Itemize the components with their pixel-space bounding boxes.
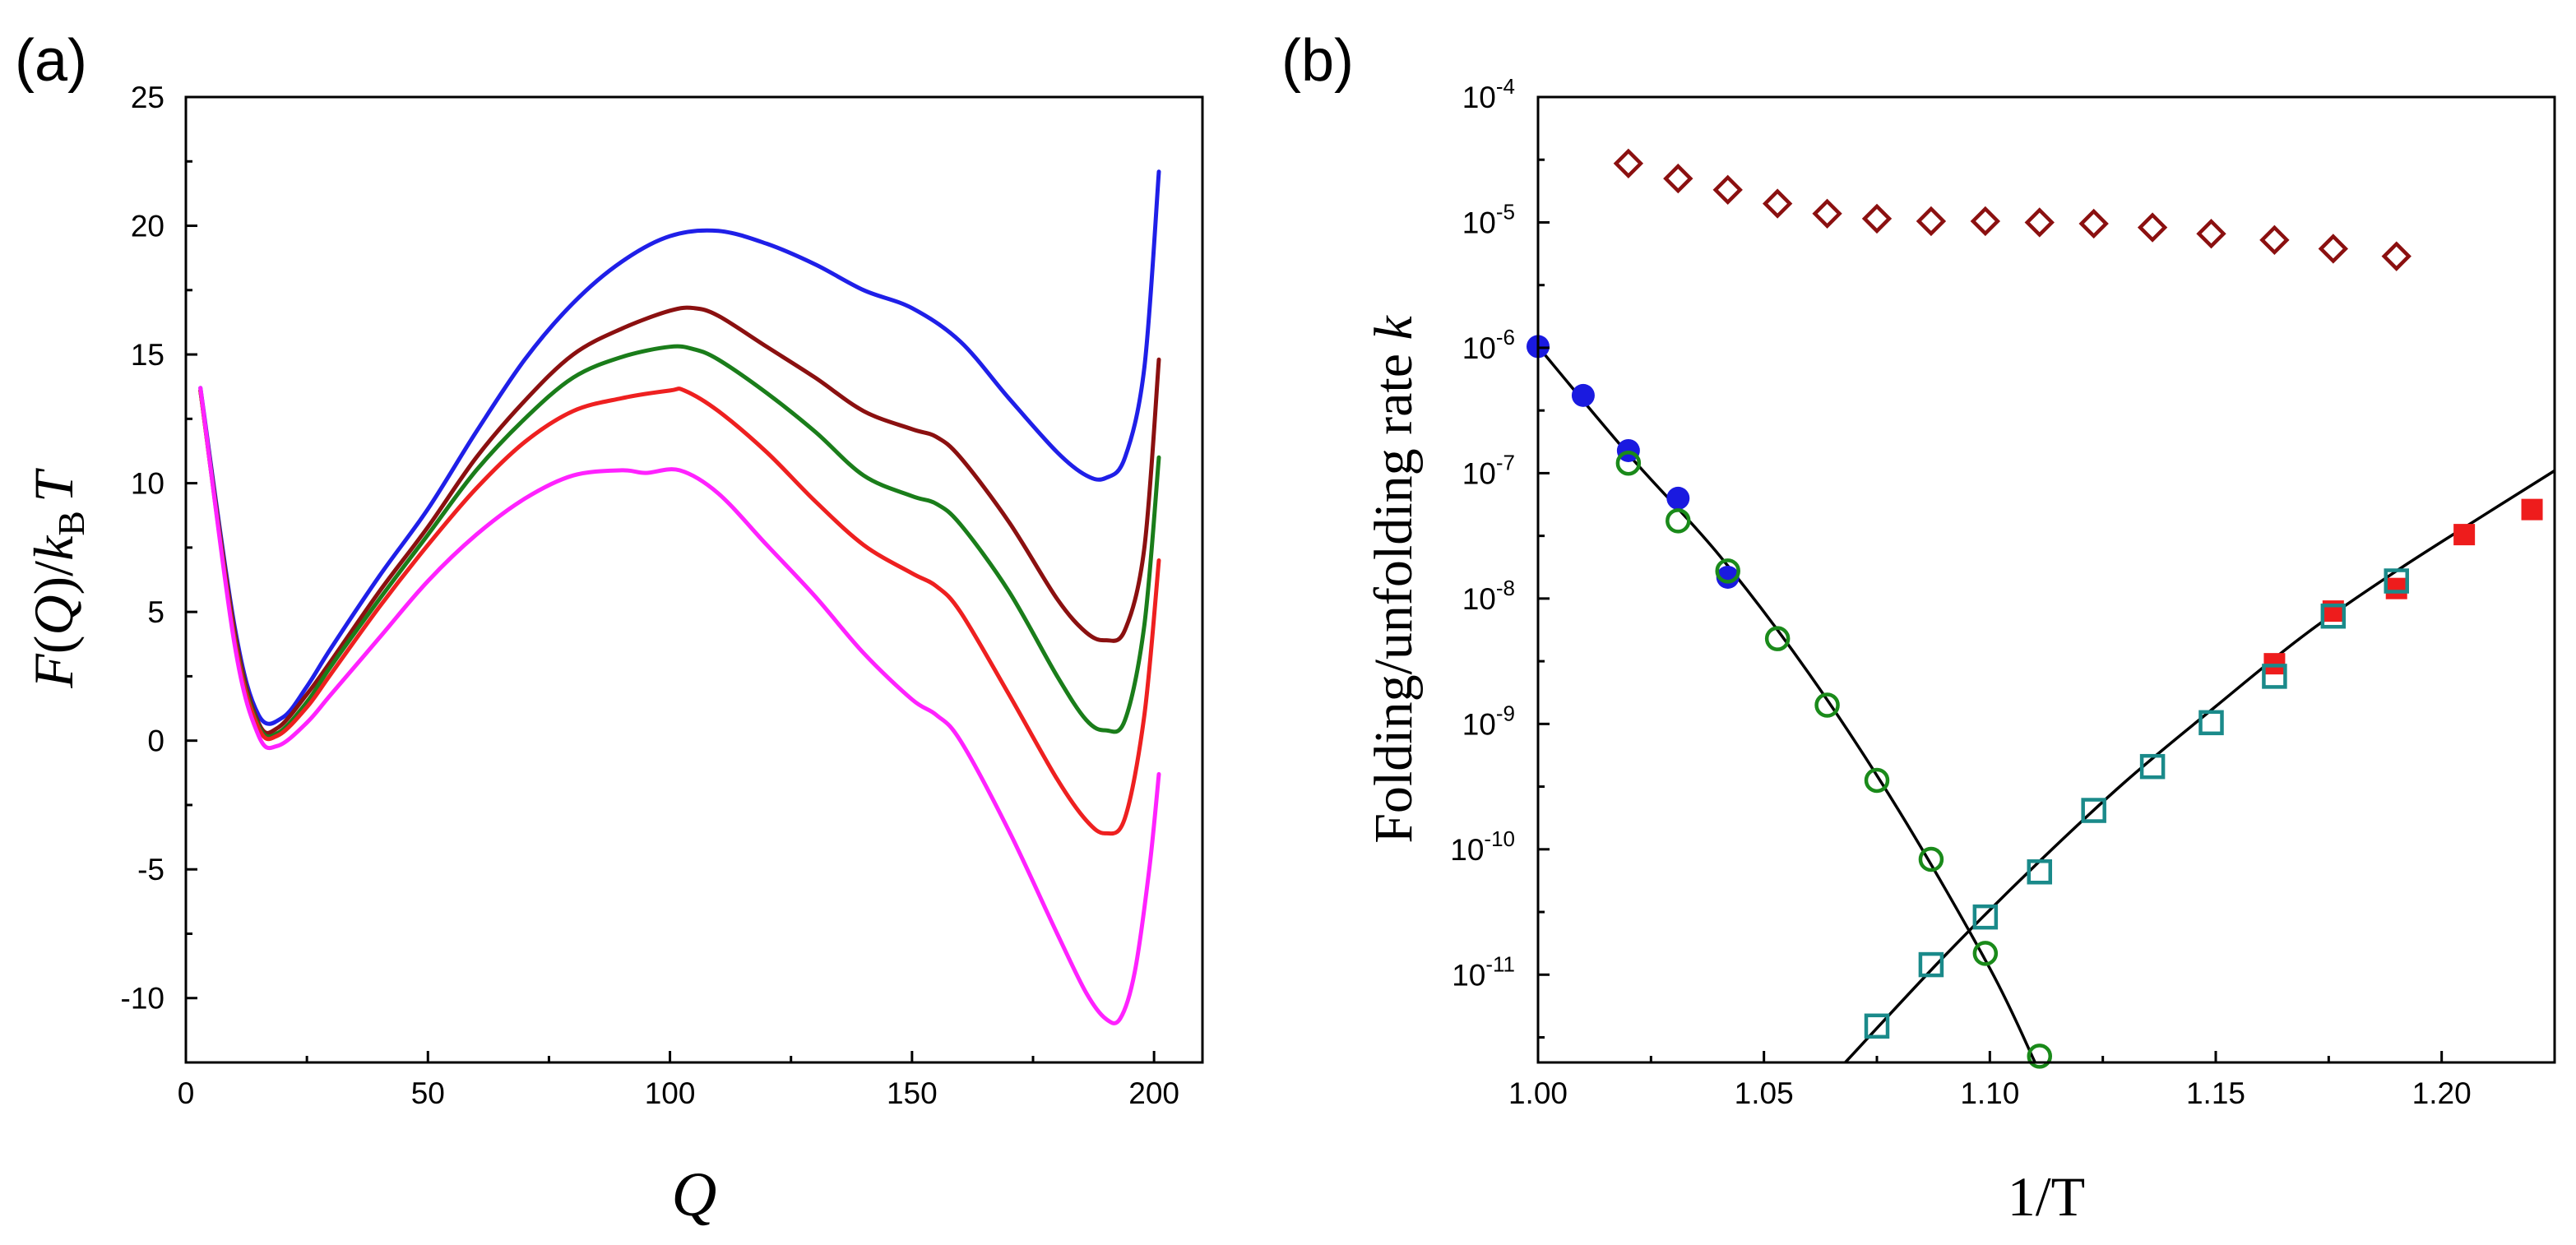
x-tick-label: 200: [1128, 1076, 1179, 1110]
panel-a-curve-darkred: [198, 305, 1161, 735]
marker-square-open: [1864, 1013, 1890, 1039]
x-tick-label: 1.05: [1735, 1076, 1794, 1110]
marker-diamond-open: [1812, 198, 1842, 229]
marker-square-open: [2262, 664, 2287, 689]
marker-circle-open: [2027, 1044, 2053, 1069]
panel-a-x-axis-title: Q: [672, 1160, 717, 1229]
marker-square-open: [2081, 798, 2106, 823]
marker-circle-open: [1918, 846, 1944, 872]
marker-square-open: [2139, 753, 2166, 780]
panel-b-series: [1527, 148, 2543, 1069]
marker-diamond-open: [1861, 203, 1893, 234]
marker-circle-filled: [1571, 383, 1595, 407]
x-tick-label: 1.00: [1508, 1076, 1568, 1110]
panel-a-series: [198, 169, 1161, 1025]
panel-b-folding-fit: [1538, 345, 2036, 1062]
x-tick-label: 150: [887, 1076, 938, 1110]
y-tick-label: 10-6: [1462, 325, 1515, 365]
marker-diamond-open: [2024, 207, 2055, 238]
x-tick-label: 0: [178, 1076, 195, 1110]
y-tick-label: 10-4: [1462, 74, 1515, 114]
y-tick-label: 15: [131, 338, 164, 372]
marker-diamond-open: [2078, 208, 2109, 239]
panel-b-y-ticks: 10-4 10-5 10-6 10-7 10-8 10-9 10-10 10-11: [1450, 74, 1550, 1039]
panel-a-curve-green: [198, 344, 1161, 739]
panel-a-x-ticks: 0 50 100 150 200: [178, 1051, 1179, 1110]
panel-b-frame: [1536, 95, 2556, 1064]
panel-a-y-ticks: -10 -5 0 5 10 15 20 25: [121, 81, 197, 1064]
marker-diamond-open: [1970, 206, 2001, 237]
x-tick-label: 1.20: [2412, 1076, 2472, 1110]
marker-circle-open: [1814, 692, 1840, 718]
marker-diamond-open: [2137, 212, 2168, 243]
marker-square-open: [1918, 951, 1944, 978]
marker-square-open: [1972, 904, 1999, 930]
panel-a-y-axis-title: F(Q)/kBT: [22, 468, 92, 689]
marker-circle-open: [1666, 508, 1691, 534]
y-tick-label: 5: [147, 595, 164, 629]
x-tick-label: 50: [411, 1076, 445, 1110]
y-tick-label: 10-10: [1450, 826, 1515, 867]
panel-b-fit-lines: [1538, 345, 2555, 1062]
panel-a-frame: [184, 95, 1204, 1064]
y-tick-label: 0: [147, 724, 164, 758]
marker-diamond-open: [1916, 206, 1947, 237]
x-tick-label: 1.15: [2186, 1076, 2245, 1110]
panel-label-b: (b): [1281, 28, 1354, 94]
marker-diamond-open: [2196, 219, 2226, 249]
marker-square-open: [2320, 603, 2347, 629]
y-tick-label: 10-8: [1462, 576, 1515, 616]
panel-b: (b) 1.00 1.05 1.10 1.15 1.20 10-410-510-610-…: [1281, 28, 2556, 1228]
x-tick-label: 100: [645, 1076, 696, 1110]
marker-circle-filled: [1666, 486, 1690, 510]
marker-diamond-open: [2259, 224, 2290, 255]
marker-square-filled: [2385, 577, 2407, 599]
panel-a: (a) 0 50 100 150 200 -10 -5 0 5 10 15 20 25 Q F(Q)/…: [15, 28, 1204, 1229]
panel-b-x-ticks: 1.00 1.05 1.10 1.15 1.20: [1508, 1051, 2556, 1110]
y-tick-label: 10: [131, 467, 164, 501]
x-tick-label: 1.10: [1960, 1076, 2019, 1110]
panel-a-curve-blue: [198, 169, 1161, 726]
marker-diamond-open: [1613, 148, 1644, 178]
panel-label-a: (a): [15, 28, 87, 94]
y-tick-label: -10: [121, 982, 164, 1016]
marker-circle-open: [1864, 767, 1890, 794]
panel-a-curve-magenta: [198, 386, 1161, 1025]
panel-b-y-axis-title: Folding/unfolding rate k: [1364, 315, 1424, 844]
marker-circle-open: [1764, 626, 1791, 651]
y-tick-label: 25: [131, 81, 164, 114]
svg-text:F(Q)/kBT: F(Q)/kBT: [22, 468, 92, 689]
y-tick-label: 10-7: [1462, 450, 1515, 490]
panel-b-x-axis-title: 1/T: [2008, 1165, 2085, 1228]
marker-circle-open: [1715, 558, 1740, 584]
marker-diamond-open: [1762, 188, 1793, 219]
marker-diamond-open: [1663, 163, 1693, 194]
marker-circle-open: [1615, 450, 1642, 476]
marker-diamond-open: [2381, 241, 2412, 271]
marker-square-filled: [2453, 524, 2476, 546]
y-tick-label: 10-5: [1462, 199, 1515, 239]
panel-b-unfolding-fit: [1844, 469, 2555, 1062]
marker-square-open: [2384, 568, 2409, 594]
panel-a-curve-red: [198, 386, 1161, 836]
y-tick-label: 10-9: [1462, 701, 1515, 741]
marker-diamond-open: [2318, 234, 2349, 264]
marker-square-open: [2198, 710, 2224, 736]
y-tick-label: -5: [137, 853, 164, 886]
marker-square-filled: [2521, 498, 2543, 521]
y-tick-label: 20: [131, 210, 164, 243]
marker-diamond-open: [1712, 174, 1743, 206]
marker-circle-filled: [1716, 565, 1740, 589]
svg-text:Folding/unfolding rate k: Folding/unfolding rate k: [1364, 315, 1424, 844]
marker-square-open: [2027, 859, 2053, 885]
y-tick-label: 10-11: [1452, 951, 1515, 992]
marker-circle-open: [1972, 941, 1999, 966]
